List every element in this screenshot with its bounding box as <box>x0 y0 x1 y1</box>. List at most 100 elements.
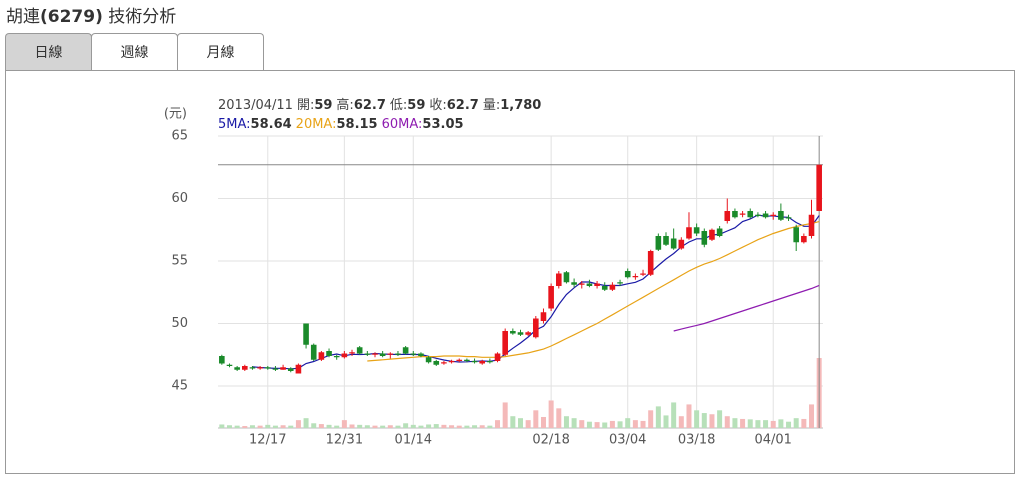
candle-body <box>295 364 302 374</box>
info-value: 59 <box>314 98 332 113</box>
volume-bar <box>786 421 792 428</box>
candle-body <box>724 211 731 221</box>
candle-body <box>379 353 386 356</box>
volume-bar <box>724 416 730 428</box>
candle-body <box>647 251 654 275</box>
candle-body <box>640 273 646 275</box>
info-label: 開: <box>297 98 314 113</box>
volume-bar <box>295 420 301 428</box>
volume-bar <box>272 425 278 428</box>
volume-bar <box>671 402 677 428</box>
volume-bar <box>487 425 493 428</box>
info-label: 高: <box>336 97 353 113</box>
volume-bar <box>265 424 271 428</box>
volume-bar <box>632 420 638 428</box>
volume-bar <box>801 418 807 428</box>
volume-bar <box>518 418 523 428</box>
info-label: 量: <box>483 98 500 113</box>
legend-label: 5MA: <box>218 117 251 132</box>
candle-body <box>632 276 639 278</box>
candle-body <box>318 352 325 360</box>
volume-bar <box>755 420 761 428</box>
title-suffix: 技術分析 <box>108 7 177 27</box>
volume-bar <box>540 416 546 428</box>
volume-bar <box>579 420 585 428</box>
candle-body <box>387 353 394 355</box>
volume-bar <box>341 420 347 428</box>
tab[interactable]: 週線 <box>91 33 178 70</box>
info-value: 59 <box>407 98 425 113</box>
candle-body <box>732 211 738 218</box>
candle-body <box>563 272 570 283</box>
y-tick-label: 60 <box>171 191 188 206</box>
candle-body <box>686 227 692 239</box>
legend-value: 53.05 <box>422 117 463 132</box>
candle-body <box>785 217 792 219</box>
x-tick-label: 03/04 <box>609 433 646 448</box>
volume-bar <box>311 423 317 428</box>
candle-body <box>663 236 669 245</box>
volume-bar <box>472 425 478 428</box>
candle-body <box>264 367 271 369</box>
candle-body <box>517 332 524 335</box>
candle-body <box>586 283 593 286</box>
volume-bar <box>234 425 240 428</box>
x-tick-label: 12/31 <box>326 433 363 448</box>
candle-body <box>433 361 440 365</box>
volume-bar <box>502 402 508 428</box>
candle-body <box>793 227 799 243</box>
volume-bar <box>479 425 485 428</box>
candle-body <box>471 361 478 363</box>
candle-body <box>594 283 600 286</box>
candle-body <box>617 282 623 284</box>
volume-bar <box>648 410 654 428</box>
tab[interactable]: 日線 <box>5 33 92 70</box>
y-tick-label: 50 <box>171 316 188 331</box>
volume-bar <box>563 416 569 428</box>
y-tick-label: 65 <box>171 129 188 144</box>
volume-bar <box>242 426 248 428</box>
volume-bar <box>586 421 592 428</box>
legend: 5MA:58.64 20MA:58.15 60MA:53.05 <box>218 117 464 132</box>
info-value: 62.7 <box>447 98 479 113</box>
title-name: 胡連 <box>6 7 40 27</box>
candle-body <box>601 286 608 290</box>
candle-body <box>525 332 531 335</box>
candle-body <box>287 368 294 371</box>
candle-body <box>701 231 708 245</box>
candle-body <box>678 239 685 249</box>
volume-bar <box>732 418 738 428</box>
candle-body <box>624 271 631 278</box>
volume-bar <box>395 425 401 428</box>
x-tick-label: 12/17 <box>249 433 286 448</box>
volume-bar <box>257 425 263 428</box>
legend-label: 60MA: <box>382 117 423 132</box>
volume-bar <box>556 408 562 428</box>
info-label: 低: <box>390 98 407 113</box>
ma-line <box>252 214 820 370</box>
volume-bar <box>464 425 470 428</box>
info-value: 62.7 <box>354 98 386 113</box>
candle-body <box>364 353 371 355</box>
candle-body <box>249 367 256 369</box>
volume-bar <box>372 425 378 428</box>
candle-body <box>609 284 616 290</box>
volume-bar <box>571 418 577 428</box>
candle-body <box>533 318 539 338</box>
info-line: 2013/04/11 開:59 高:62.7 低:59 收:62.7 量:1,780 <box>218 97 541 113</box>
info-date: 2013/04/11 <box>218 98 293 113</box>
volume-bar <box>809 404 815 428</box>
volume-bar <box>495 420 501 428</box>
candle-body <box>333 356 340 358</box>
ma-line <box>367 221 820 362</box>
info-label: 收: <box>429 98 446 113</box>
candle-body <box>349 352 355 354</box>
candle-body <box>571 282 577 285</box>
tab[interactable]: 月線 <box>177 33 264 70</box>
candle-body <box>425 357 432 363</box>
legend-value: 58.64 <box>251 117 292 132</box>
ma-line <box>673 284 820 332</box>
x-tick-label: 03/18 <box>678 433 715 448</box>
volume-bar <box>747 419 753 428</box>
